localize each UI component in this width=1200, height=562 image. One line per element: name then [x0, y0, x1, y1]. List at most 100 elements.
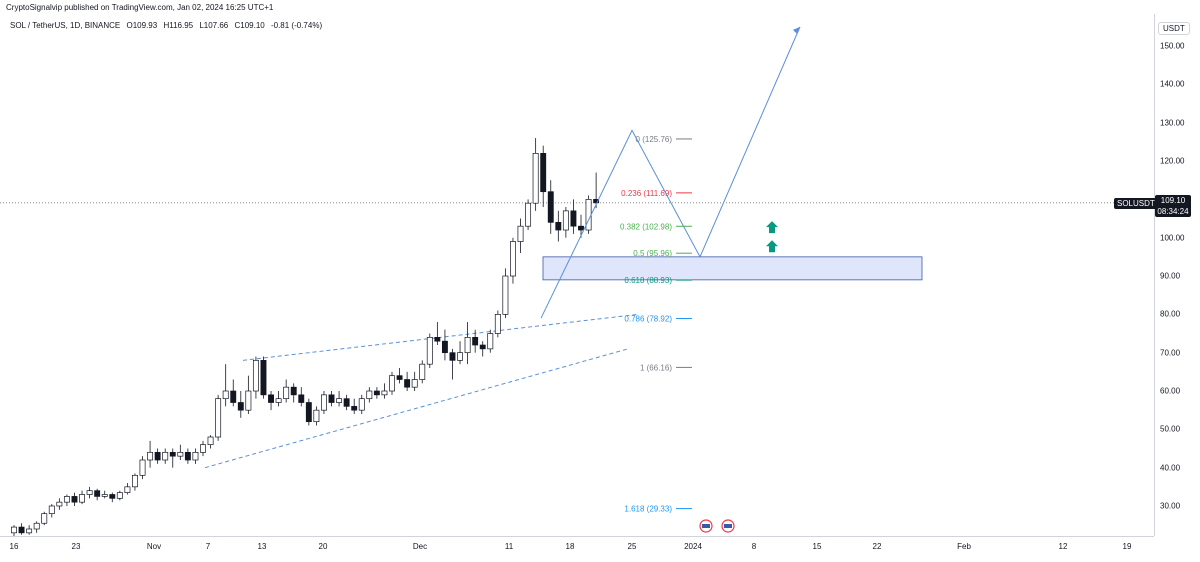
candle-body [177, 451, 184, 457]
candle-body [525, 202, 532, 227]
candle-body [71, 496, 78, 503]
fib-level-label: 0.5 (95.96) [633, 249, 672, 258]
symbol-ohlc-legend[interactable]: SOL / TetherUS, 1D, BINANCE O109.93 H116… [10, 21, 326, 30]
last-price: 109.10 [1160, 196, 1186, 205]
fib-level-label: 1.618 (29.33) [624, 505, 672, 514]
candle-body [86, 490, 93, 495]
chart-pane[interactable]: 0 (125.76) 0.236 (111.69) 0.382 (102.98) 0.… [0, 14, 1154, 537]
candle-body [215, 398, 222, 438]
candle-body [532, 153, 539, 204]
candle-body [441, 340, 448, 354]
open-value: O109.93 [126, 21, 158, 30]
candle-body [200, 444, 206, 453]
price-tick-label: 70.00 [1160, 348, 1181, 358]
channel-lower-line [204, 348, 629, 469]
price-chart[interactable]: 0 (125.76) 0.236 (111.69) 0.382 (102.98) 0.… [0, 14, 1154, 537]
candle-body [479, 344, 486, 350]
candle-body [381, 390, 388, 396]
candle-body [426, 336, 433, 365]
event-flag-icon [724, 524, 732, 528]
candle-body [404, 379, 411, 388]
candle-body [207, 436, 214, 446]
time-tick-label: 16 [9, 542, 19, 551]
fib-level-label: 0.236 (111.69) [621, 189, 672, 198]
candle-body [305, 402, 312, 423]
candle-body [328, 394, 335, 403]
fib-level-label: 0.382 (102.98) [620, 222, 672, 231]
time-tick-label: 7 [205, 542, 211, 551]
high-value: H116.95 [163, 21, 194, 30]
low-value: L107.66 [199, 21, 229, 30]
price-scale[interactable] [1154, 14, 1200, 536]
candle-body [26, 528, 33, 534]
candle-body [434, 336, 441, 342]
candle-body [396, 375, 403, 380]
candle-body [147, 451, 154, 461]
candle-body [184, 451, 191, 461]
candle-body [116, 492, 123, 499]
candle-body [245, 390, 252, 411]
time-scale[interactable] [0, 536, 1154, 562]
time-tick-label: 19 [1122, 542, 1132, 551]
candle-body [313, 409, 320, 423]
candle-body [585, 199, 592, 231]
candle-body [502, 275, 509, 315]
candle-body [268, 394, 274, 403]
candle-body [33, 522, 40, 530]
price-tick-label: 60.00 [1160, 386, 1181, 396]
chart-header: CryptoSignalvip published on TradingView… [0, 0, 1200, 16]
candle-body [290, 386, 297, 396]
candle-body [389, 375, 395, 392]
time-tick-label: 12 [1058, 542, 1068, 551]
candle-body [230, 390, 237, 403]
bar-countdown: 08:34:24 [1157, 207, 1189, 216]
symbol-price-tag: SOLUSDT [1114, 198, 1158, 209]
candle-body [94, 490, 101, 497]
currency-badge[interactable]: USDT [1158, 22, 1190, 35]
time-tick-label: 22 [872, 542, 882, 551]
price-tick-label: 150.00 [1160, 41, 1185, 51]
candle-body [298, 394, 305, 403]
candle-body [487, 333, 494, 350]
channel-upper-line [242, 313, 639, 361]
fib-level-label: 0 (125.76) [636, 135, 673, 144]
fib-level-label: 0.618 (88.93) [624, 276, 672, 285]
up-arrow-icon [766, 221, 778, 234]
price-tick-label: 120.00 [1160, 156, 1185, 166]
symbol-name[interactable]: SOL / TetherUS, 1D, BINANCE [10, 21, 121, 30]
publisher-line: CryptoSignalvip published on TradingView… [6, 3, 274, 12]
price-tick-label: 30.00 [1160, 501, 1181, 511]
candle-body [63, 496, 70, 503]
price-tick-label: 130.00 [1160, 118, 1185, 128]
candle-body [510, 241, 516, 277]
candle-body [343, 398, 350, 407]
time-tick-label: 23 [71, 542, 81, 551]
projection-arrowhead [793, 26, 800, 34]
fib-level-label: 1 (66.16) [640, 363, 672, 372]
price-tick-label: 40.00 [1160, 463, 1181, 473]
time-tick-label: 2024 [684, 542, 702, 551]
price-tick-label: 80.00 [1160, 309, 1181, 319]
projection-path [540, 26, 801, 319]
candle-body [56, 501, 63, 507]
candle-body [593, 199, 600, 204]
candle-body [169, 451, 176, 457]
candle-body [79, 494, 85, 503]
candle-body [419, 363, 426, 380]
candle-body [222, 390, 229, 400]
fib-level-label: 0.786 (78.92) [624, 314, 672, 323]
candle-body [472, 336, 479, 346]
candle-body [351, 405, 358, 411]
candle-body [139, 459, 146, 476]
up-arrow-icon [766, 240, 778, 253]
candle-body [457, 352, 463, 361]
candle-body [555, 222, 562, 231]
candle-body [18, 526, 25, 534]
last-price-tag: 109.10 08:34:24 [1155, 195, 1191, 217]
candle-body [578, 225, 584, 231]
time-tick-label: 11 [504, 542, 514, 551]
close-value: C109.10 [234, 21, 265, 30]
price-tick-label: 100.00 [1160, 233, 1185, 243]
candle-body [192, 451, 199, 461]
time-tick-label: 13 [257, 542, 267, 551]
